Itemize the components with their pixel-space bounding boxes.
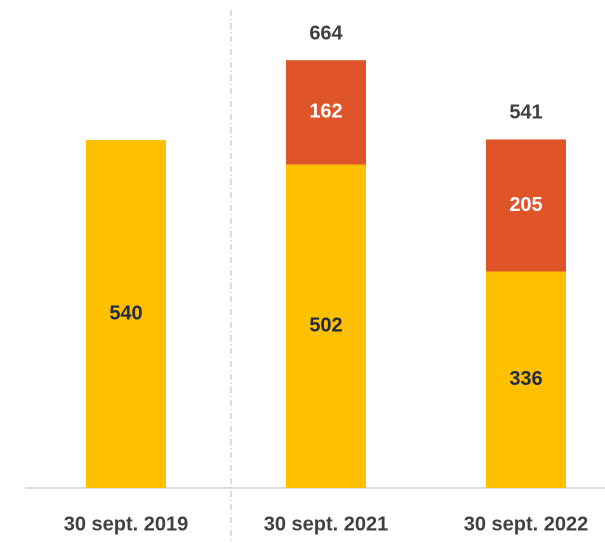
- bar-segment: [286, 60, 366, 165]
- value-label: 336: [509, 368, 542, 390]
- x-tick-label: 30 sept. 2022: [464, 513, 589, 535]
- total-label: 664: [309, 22, 343, 44]
- bar-segment: [486, 271, 566, 488]
- value-label: 540: [109, 302, 142, 324]
- value-label: 162: [309, 101, 342, 123]
- bar-segment: [86, 140, 166, 489]
- x-tick-label: 30 sept. 2019: [64, 513, 189, 535]
- value-label: 205: [509, 194, 542, 216]
- value-label: 502: [309, 315, 342, 337]
- x-tick-label: 30 sept. 2021: [264, 513, 389, 535]
- bar-segment: [286, 164, 366, 488]
- total-label: 541: [509, 102, 542, 124]
- bar-segment: [486, 139, 566, 272]
